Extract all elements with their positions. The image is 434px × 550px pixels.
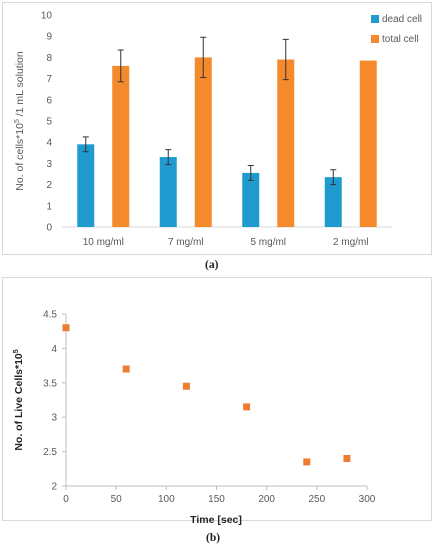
chart-b-frame — [2, 277, 432, 521]
chart-a-x-tick: 2 mg/ml — [333, 237, 369, 248]
chart-b-x-tick: 200 — [258, 494, 275, 505]
chart-a-y-tick: 4 — [46, 138, 52, 149]
chart-b: 2 2.5 3 3.5 4 4.5 0 50 100 150 200 250 300 Time [se… — [13, 310, 376, 527]
scatter-point — [182, 382, 190, 390]
chart-b-points — [62, 324, 351, 466]
scatter-point — [343, 454, 351, 462]
chart-a-x-tick: 7 mg/ml — [168, 237, 204, 248]
chart-b-y-axis-label: No. of Live Cells*105 — [13, 349, 25, 450]
chart-a-y-tick: 0 — [46, 223, 52, 234]
chart-a-legend: dead cell total cell — [371, 14, 422, 45]
chart-b-x-tick: 50 — [111, 494, 123, 505]
legend-label-total-cell: total cell — [382, 34, 419, 45]
chart-a-y-axis-label: No. of cells*105 /1 mL solution — [14, 51, 26, 191]
chart-a-y-ticks: 0 1 2 3 4 5 6 7 8 9 10 — [41, 11, 53, 234]
chart-b-y-tick: 2.5 — [43, 447, 57, 458]
bar-dead-cell — [159, 157, 177, 227]
chart-b-x-tick: 300 — [359, 494, 376, 505]
chart-a-x-tick: 5 mg/ml — [250, 237, 286, 248]
chart-b-x-axis-label: Time [sec] — [190, 514, 242, 526]
chart-b-y-tick: 4 — [51, 344, 57, 355]
chart-a: 0 1 2 3 4 5 6 7 8 9 10 10 mg/ml 7 mg/ml 5 mg/ml 2 mg/… — [14, 11, 422, 249]
bar-total-cell — [277, 59, 295, 227]
chart-a-frame — [2, 2, 432, 255]
scatter-point — [303, 458, 311, 466]
chart-a-y-tick: 3 — [46, 159, 52, 170]
legend-swatch-total-cell — [371, 35, 379, 43]
chart-a-y-tick: 6 — [46, 95, 52, 106]
chart-b-y-tick: 4.5 — [43, 310, 57, 321]
chart-a-y-tick: 7 — [46, 74, 52, 85]
caption-b: (b) — [206, 532, 221, 544]
bar-total-cell — [112, 65, 130, 227]
chart-a-y-tick: 9 — [46, 32, 52, 43]
chart-a-y-tick: 8 — [46, 53, 52, 64]
chart-b-x-tick: 150 — [208, 494, 225, 505]
chart-b-y-ticks: 2 2.5 3 3.5 4 4.5 — [43, 310, 66, 493]
chart-a-y-tick: 2 — [46, 180, 52, 191]
chart-b-x-tick: 250 — [308, 494, 325, 505]
legend-swatch-dead-cell — [371, 15, 379, 23]
chart-b-y-tick: 2 — [51, 482, 57, 493]
chart-a-y-tick: 1 — [46, 201, 52, 212]
caption-a: (a) — [205, 259, 219, 271]
bar-total-cell — [359, 60, 377, 227]
chart-a-x-ticks: 10 mg/ml 7 mg/ml 5 mg/ml 2 mg/ml — [83, 237, 369, 248]
bar-dead-cell — [242, 172, 260, 227]
scatter-point — [243, 403, 251, 411]
chart-a-y-tick: 10 — [41, 11, 53, 22]
chart-b-x-tick: 0 — [63, 494, 69, 505]
bar-total-cell — [194, 57, 212, 228]
scatter-point — [62, 324, 70, 332]
chart-a-y-tick: 5 — [46, 117, 52, 128]
chart-b-y-tick: 3.5 — [43, 378, 57, 389]
bar-dead-cell — [324, 177, 342, 227]
legend-label-dead-cell: dead cell — [382, 14, 422, 25]
chart-b-y-tick: 3 — [51, 413, 57, 424]
chart-b-x-ticks: 0 50 100 150 200 250 300 — [63, 486, 376, 505]
scatter-point — [122, 365, 130, 373]
chart-a-x-tick: 10 mg/ml — [83, 237, 124, 248]
bar-dead-cell — [77, 144, 95, 227]
chart-b-x-tick: 100 — [158, 494, 175, 505]
chart-a-bars — [77, 36, 377, 228]
